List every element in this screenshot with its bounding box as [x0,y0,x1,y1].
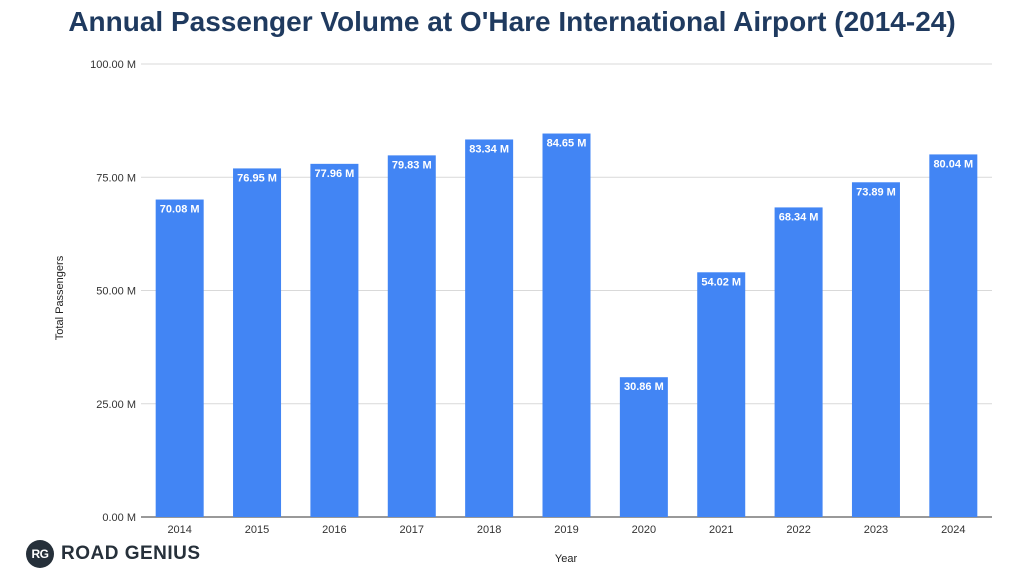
bar-data-label: 83.34 M [469,143,509,155]
x-tick-label: 2015 [245,524,269,536]
x-tick-label: 2017 [400,524,424,536]
bar [542,133,591,517]
bar [697,272,746,517]
bar [465,139,514,518]
bar-data-label: 54.02 M [701,276,741,288]
bar [774,207,823,517]
bar-data-label: 68.34 M [779,211,819,223]
brand-name: ROAD GENIUS [61,543,201,564]
x-tick-label: 2016 [322,524,346,536]
y-tick-label: 25.00 M [96,399,136,411]
x-tick-label: 2023 [864,524,888,536]
bar [387,155,436,517]
bar-data-label: 30.86 M [624,381,664,393]
bar [233,168,282,517]
rg-badge-icon: RG [26,540,54,568]
bar-data-label: 77.96 M [315,168,355,180]
y-tick-label: 50.00 M [96,286,136,298]
bar [619,377,668,517]
road-genius-logo: RG ROAD GENIUS [26,540,201,568]
x-tick-label: 2024 [941,524,965,536]
x-tick-label: 2014 [167,524,191,536]
y-axis-ticks: 0.00 M 25.00 M 50.00 M 75.00 M 100.00 M [90,59,136,524]
bar-data-label: 84.65 M [547,138,587,150]
bar-data-label: 76.95 M [237,172,277,184]
y-axis-title: Total Passengers [54,255,66,340]
x-tick-label: 2018 [477,524,501,536]
x-tick-label: 2019 [554,524,578,536]
chart-title: Annual Passenger Volume at O'Hare Intern… [68,6,956,37]
x-tick-label: 2021 [709,524,733,536]
bar-data-label: 79.83 M [392,159,432,171]
bar [310,163,359,518]
bar [929,154,978,517]
y-tick-label: 100.00 M [90,59,136,71]
bar [851,182,900,517]
bar-data-label: 73.89 M [856,186,896,198]
x-axis-title: Year [555,553,578,565]
bar [155,199,204,517]
x-tick-label: 2022 [786,524,810,536]
x-axis-ticks: 2014 2015 2016 2017 2018 2019 2020 2021 2022 2023… [167,524,965,536]
y-tick-label: 0.00 M [102,512,136,524]
bar-data-label: 80.04 M [933,158,973,170]
bars: 70.08 M 76.95 M 77.96 M 79.83 M 83.34 M 84.65… [155,133,978,518]
x-tick-label: 2020 [632,524,656,536]
bar-data-label: 70.08 M [160,204,200,216]
y-tick-label: 75.00 M [96,172,136,184]
